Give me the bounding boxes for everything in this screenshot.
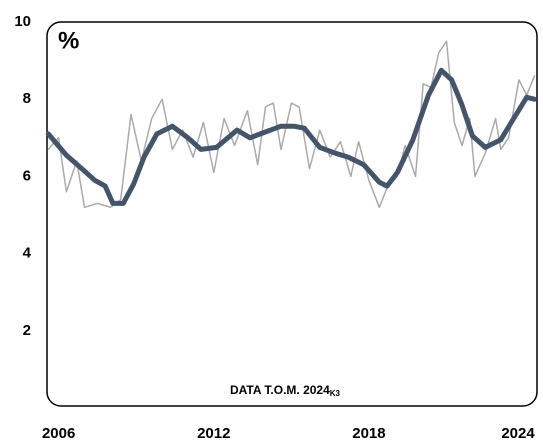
x-tick-label: 2012	[197, 425, 230, 442]
y-tick-label: 2	[23, 322, 31, 339]
y-tick-label: 8	[23, 90, 31, 107]
y-tick-label: 10	[14, 13, 31, 30]
x-tick-label: 2006	[42, 425, 75, 442]
annotation: DATA T.O.M. 2024K3	[230, 383, 341, 398]
y-label: %	[58, 27, 79, 54]
line	[45, 67, 537, 206]
y-tick-label: 4	[23, 245, 32, 262]
line	[47, 40, 536, 209]
y-tick-label: 6	[23, 167, 31, 184]
x-tick-label: 2024	[501, 425, 535, 442]
x-tick-label: 2018	[352, 425, 385, 442]
annotation-subscript: K3	[330, 389, 341, 398]
annotation-text: DATA T.O.M. 2024	[230, 383, 330, 397]
plot-frame	[46, 21, 538, 407]
